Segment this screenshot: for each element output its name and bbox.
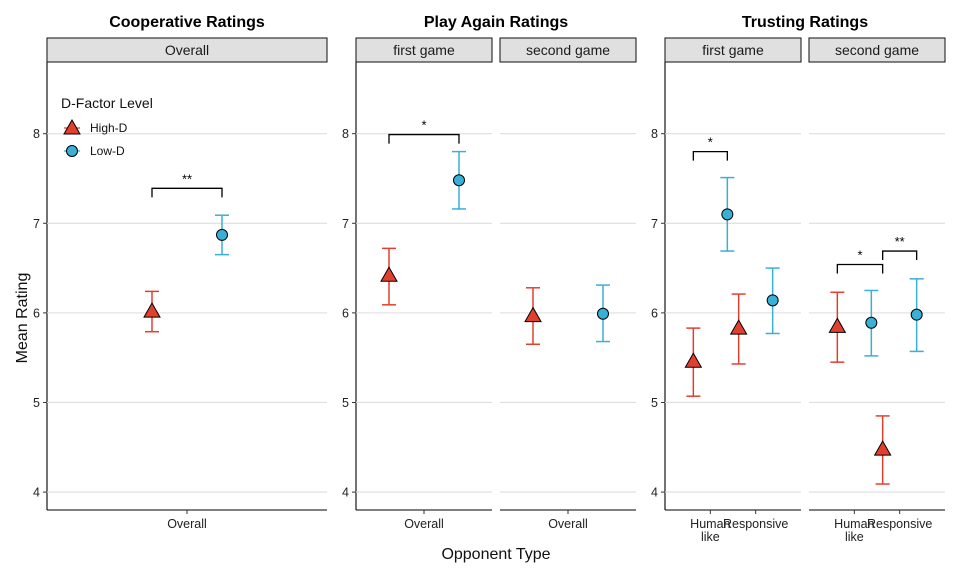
low-d-marker: [766, 294, 779, 307]
y-tick-label: 8: [651, 127, 658, 141]
y-tick-label: 8: [342, 127, 349, 141]
facet-strip-label: second game: [835, 42, 919, 58]
y-tick-label: 4: [342, 486, 349, 500]
panel-title: Play Again Ratings: [424, 14, 568, 31]
data-point: [828, 291, 847, 363]
data-point: [864, 289, 879, 357]
legend-title: D-Factor Level: [61, 95, 153, 111]
y-tick-label: 4: [651, 486, 658, 500]
y-tick-label: 6: [342, 306, 349, 320]
y-tick-label: 7: [342, 217, 349, 231]
legend-label: High-D: [90, 121, 128, 135]
legend-entry: Low-D: [64, 144, 125, 158]
x-tick-label-line: like: [701, 530, 720, 544]
data-point: [524, 287, 542, 345]
y-tick-label: 7: [33, 217, 40, 231]
low-d-marker: [865, 316, 878, 329]
significance-bracket: [882, 250, 918, 261]
y-tick-label: 6: [651, 306, 658, 320]
y-tick-label: 6: [33, 306, 40, 320]
y-tick-label: 7: [651, 217, 658, 231]
x-tick-label-line: Human: [690, 517, 730, 531]
data-point: [380, 247, 398, 306]
legend-circle-icon: [66, 145, 78, 157]
data-point: [143, 290, 161, 333]
x-tick-label: Overall: [548, 517, 588, 531]
legend-entry: High-D: [63, 118, 128, 135]
x-tick-label-line: Responsive: [723, 517, 788, 531]
high-d-marker: [524, 306, 542, 323]
y-tick-label: 8: [33, 127, 40, 141]
data-point: [909, 278, 924, 353]
low-d-marker: [453, 174, 465, 187]
high-d-marker: [143, 302, 161, 318]
low-d-marker: [721, 208, 734, 221]
facet-strip-label: first game: [702, 42, 764, 58]
x-tick-label-line: Responsive: [867, 517, 932, 531]
facet-strip-label: first game: [393, 42, 455, 58]
low-d-marker: [597, 307, 609, 320]
legend-triangle-icon: [63, 118, 81, 135]
panel-title: Cooperative Ratings: [109, 14, 265, 31]
x-tick-label-line: Overall: [548, 517, 588, 531]
facet-strip: [355, 37, 493, 63]
y-tick-label: 5: [342, 396, 349, 410]
significance-bracket: [692, 150, 728, 161]
legend-label: Low-D: [90, 144, 125, 158]
facet-strip-label: second game: [526, 42, 610, 58]
x-tick-label: Responsive: [723, 517, 788, 531]
x-axis-title: Opponent Type: [441, 546, 550, 563]
data-point: [729, 293, 748, 365]
data-point: [215, 214, 229, 256]
significance-bracket: [388, 133, 460, 144]
data-point: [720, 176, 735, 252]
high-d-marker: [828, 317, 847, 333]
high-d-marker: [684, 352, 703, 368]
significance-label: **: [895, 234, 905, 249]
facet-strip: [808, 37, 946, 63]
y-tick-label: 5: [651, 396, 658, 410]
panel-title: Trusting Ratings: [742, 14, 868, 31]
y-axis-title: Mean Rating: [14, 273, 31, 364]
significance-label: *: [708, 135, 713, 150]
significance-label: **: [182, 171, 192, 186]
data-point: [765, 267, 780, 335]
facet-strip-label: Overall: [165, 42, 209, 58]
high-d-marker: [873, 440, 892, 456]
x-tick-label-line: like: [845, 530, 864, 544]
data-point: [596, 284, 610, 343]
data-point: [684, 327, 703, 397]
x-tick-label-line: Human: [834, 517, 874, 531]
data-point: [873, 415, 892, 485]
facet-strip: [499, 37, 637, 63]
significance-bracket: [836, 263, 884, 274]
x-tick-label: Overall: [404, 517, 444, 531]
high-d-marker: [380, 266, 398, 282]
significance-label: *: [421, 118, 426, 133]
low-d-marker: [216, 228, 228, 241]
low-d-marker: [910, 308, 923, 321]
significance-bracket: [151, 187, 223, 198]
high-d-marker: [729, 319, 748, 335]
x-tick-label: Human like: [690, 517, 730, 544]
x-tick-label: Human like: [834, 517, 874, 544]
x-tick-label-line: Overall: [167, 517, 207, 531]
x-tick-label: Responsive: [867, 517, 932, 531]
x-tick-label-line: Overall: [404, 517, 444, 531]
y-tick-label: 4: [33, 486, 40, 500]
data-point: [452, 150, 466, 210]
x-tick-label: Overall: [167, 517, 207, 531]
facet-strip: [46, 37, 328, 63]
facet-strip: [664, 37, 802, 63]
significance-label: *: [857, 247, 862, 262]
y-tick-label: 5: [33, 396, 40, 410]
